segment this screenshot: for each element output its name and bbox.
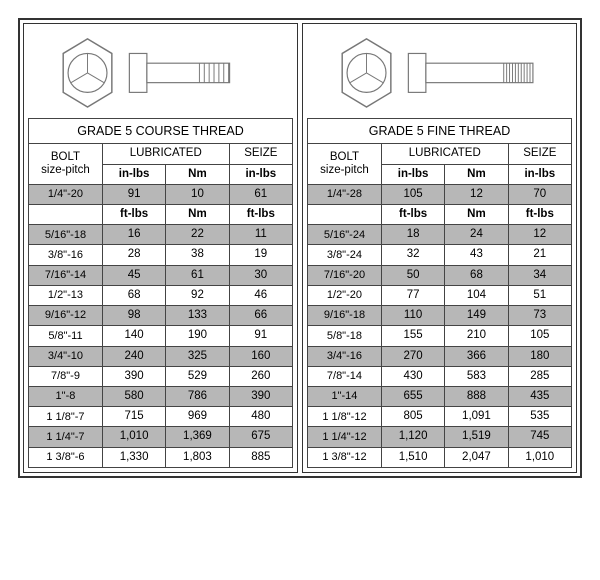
table-row: 5/8"-1114019091: [29, 326, 293, 346]
table-row: 7/16"-20506834: [308, 265, 572, 285]
table-row: 1/2"-13689246: [29, 285, 293, 305]
table-row: 1"-14655888435: [308, 387, 572, 407]
unit-inlbs: in-lbs: [102, 164, 165, 184]
col-seize-header: SEIZE: [229, 144, 292, 164]
col-lubricated-header: LUBRICATED: [381, 144, 508, 164]
torque-chart-page: GRADE 5 COURSE THREAD BOLT size-pitch LU…: [0, 0, 600, 496]
table-title: GRADE 5 FINE THREAD: [308, 119, 572, 144]
table-row: 3/4"-10240325160: [29, 346, 293, 366]
table-title: GRADE 5 COURSE THREAD: [29, 119, 293, 144]
table-row: 9/16"-129813366: [29, 306, 293, 326]
unit-nm: Nm: [445, 164, 508, 184]
table-row: 5/16"-18162211: [29, 225, 293, 245]
col-bolt-label: BOLT size-pitch: [41, 151, 90, 176]
table-row: 5/16"-24182412: [308, 225, 572, 245]
table-row: 7/8"-9390529260: [29, 366, 293, 386]
unit-inlbs: in-lbs: [381, 164, 444, 184]
table-row: 1 3/8"-61,3301,803885: [29, 447, 293, 467]
table-row: 1 3/8"-121,5102,0471,010: [308, 447, 572, 467]
table-row: 7/16"-14456130: [29, 265, 293, 285]
unit-inlbs: in-lbs: [508, 164, 571, 184]
bolt-illustration-fine: [307, 28, 572, 118]
table-row: 7/8"-14430583285: [308, 366, 572, 386]
col-bolt-label: BOLT size-pitch: [320, 151, 369, 176]
table-row: 1/2"-207710451: [308, 285, 572, 305]
bolt-coarse-icon: [34, 34, 287, 112]
table-row: 3/8"-16283819: [29, 245, 293, 265]
col-bolt-header: BOLT size-pitch: [29, 144, 103, 184]
coarse-thread-panel: GRADE 5 COURSE THREAD BOLT size-pitch LU…: [23, 23, 298, 473]
fine-thread-table: GRADE 5 FINE THREAD BOLT size-pitch LUBR…: [307, 118, 572, 468]
bolt-fine-icon: [313, 34, 566, 112]
bolt-illustration-coarse: [28, 28, 293, 118]
table-row: 3/4"-16270366180: [308, 346, 572, 366]
unit-inlbs: in-lbs: [229, 164, 292, 184]
table-row: 5/8"-18155210105: [308, 326, 572, 346]
table-row: 1 1/4"-121,1201,519745: [308, 427, 572, 447]
table-row: 1/4"-281051270: [308, 184, 572, 204]
col-bolt-header: BOLT size-pitch: [308, 144, 382, 184]
unit-nm: Nm: [166, 164, 229, 184]
table-row: 1 1/8"-128051,091535: [308, 407, 572, 427]
col-seize-header: SEIZE: [508, 144, 571, 164]
table-row: 9/16"-1811014973: [308, 306, 572, 326]
table-row: 1"-8580786390: [29, 387, 293, 407]
table-row: 1 1/4"-71,0101,369675: [29, 427, 293, 447]
col-lubricated-header: LUBRICATED: [102, 144, 229, 164]
table-row: 1 1/8"-7715969480: [29, 407, 293, 427]
table-row: 3/8"-24324321: [308, 245, 572, 265]
coarse-thread-table: GRADE 5 COURSE THREAD BOLT size-pitch LU…: [28, 118, 293, 468]
table-row: 1/4"-20911061: [29, 184, 293, 204]
fine-thread-panel: GRADE 5 FINE THREAD BOLT size-pitch LUBR…: [302, 23, 577, 473]
panels-container: GRADE 5 COURSE THREAD BOLT size-pitch LU…: [18, 18, 582, 478]
